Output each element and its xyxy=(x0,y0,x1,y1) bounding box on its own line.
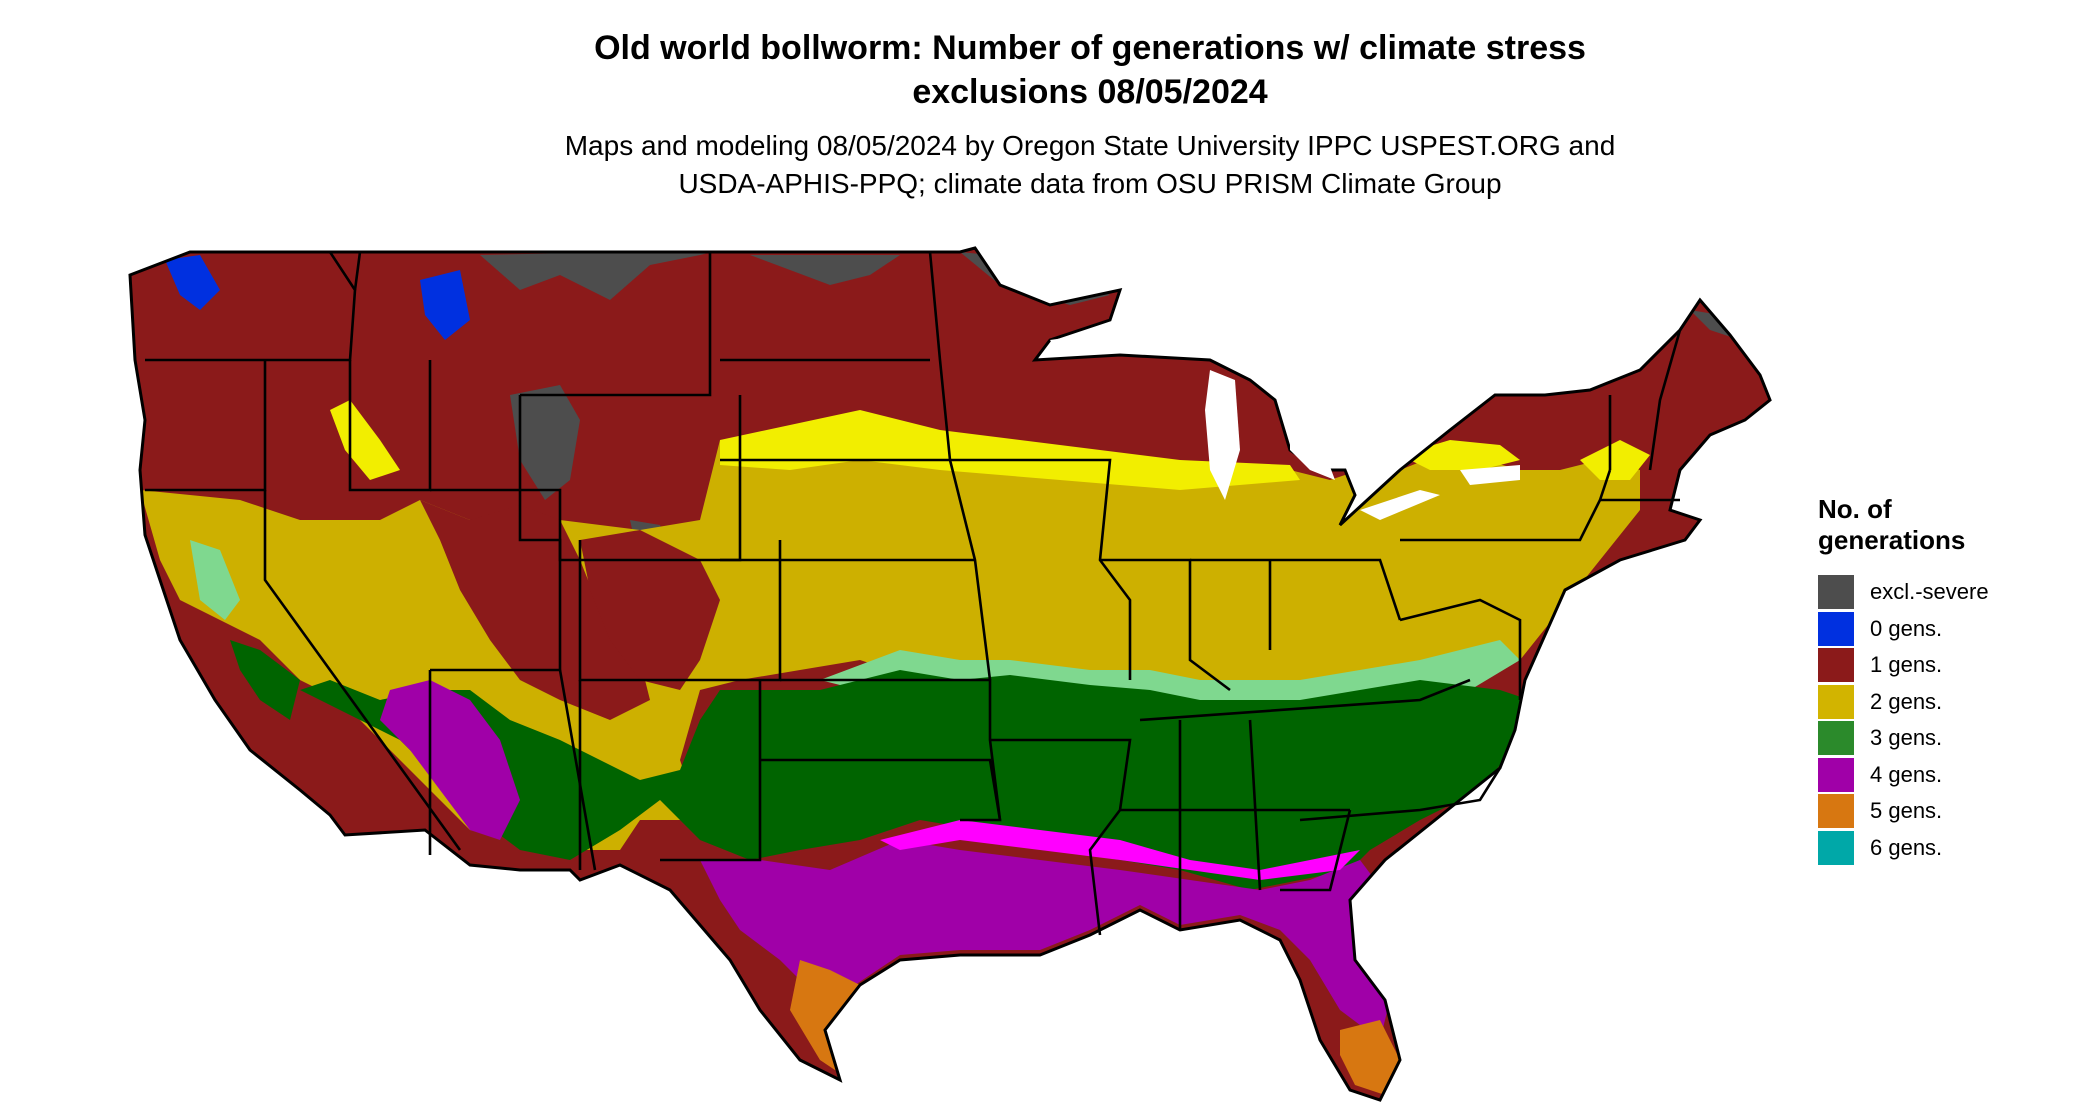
border-nc-sc xyxy=(1299,767,1502,822)
map-subtitle-line2: USDA-APHIS-PPQ; climate data from OSU PR… xyxy=(678,168,1502,199)
legend-item: excl.-severe xyxy=(1818,574,1989,611)
border-wa-or xyxy=(145,251,357,362)
border-ms-al-ga xyxy=(1178,719,1352,930)
border-new-england xyxy=(1600,329,1682,502)
zone-2-gens-bright-ne xyxy=(1580,440,1650,480)
legend-label: 2 gens. xyxy=(1870,688,1943,714)
legend-label: 5 gens. xyxy=(1870,798,1943,824)
border-co xyxy=(578,540,782,682)
legend-label: 1 gens. xyxy=(1870,652,1943,678)
zone-4-gens-bright xyxy=(880,820,1360,880)
zone-6-gens-keys xyxy=(1330,1098,1380,1100)
legend-label: 3 gens. xyxy=(1870,725,1943,751)
legend-title-line1: No. of xyxy=(1818,494,1892,524)
legend: No. of generations excl.-severe 0 gens. 1 … xyxy=(1818,494,1989,866)
zone-3-gens-light-ca xyxy=(190,540,240,620)
legend-item: 3 gens. xyxy=(1818,720,1989,757)
border-mt-wy xyxy=(520,252,712,397)
legend-swatch xyxy=(1818,721,1854,756)
lake-superior xyxy=(1050,330,1150,355)
border-dakotas-ne xyxy=(720,358,975,562)
zone-2-gens-bright-plains xyxy=(720,410,1300,490)
zone-1-gens-rockies xyxy=(580,530,720,690)
legend-title-line2: generations xyxy=(1818,525,1966,555)
lake-ontario xyxy=(1460,465,1520,485)
zone-0-gens-id xyxy=(420,270,470,340)
legend-swatch xyxy=(1818,611,1854,646)
legend-item: 6 gens. xyxy=(1818,830,1989,867)
legend-item: 4 gens. xyxy=(1818,757,1989,794)
legend-title: No. of generations xyxy=(1818,494,1989,556)
legend-swatch xyxy=(1818,830,1854,865)
zone-3-gens xyxy=(300,670,1530,890)
zone-4-gens-sw-desert xyxy=(380,680,520,840)
border-ut xyxy=(430,488,562,672)
border-id xyxy=(348,251,432,492)
legend-label: excl.-severe xyxy=(1870,579,1989,605)
us-coastline xyxy=(128,246,1772,1102)
generations-map xyxy=(128,246,1772,1102)
map-subtitle: Maps and modeling 08/05/2024 by Oregon S… xyxy=(0,127,2100,203)
zone-4-gens xyxy=(700,840,1390,1040)
border-ok-tx xyxy=(760,758,1002,821)
legend-label: 0 gens. xyxy=(1870,615,1943,641)
state-borders xyxy=(145,251,1682,936)
border-ky-tn xyxy=(1120,678,1471,812)
border-az xyxy=(428,669,597,871)
legend-swatch xyxy=(1818,575,1854,610)
legend-label: 4 gens. xyxy=(1870,761,1943,787)
legend-item: 1 gens. xyxy=(1818,647,1989,684)
border-il xyxy=(1100,558,1231,692)
zone-2-gens-bright-id xyxy=(330,400,400,480)
zone-5-gens-fl xyxy=(1340,1020,1400,1095)
legend-swatch xyxy=(1818,684,1854,719)
legend-item: 0 gens. xyxy=(1818,611,1989,648)
border-pa-ny xyxy=(1400,469,1612,542)
zone-3-gens-ca-valley xyxy=(230,640,300,720)
lake-erie xyxy=(1360,490,1440,520)
map-subtitle-line1: Maps and modeling 08/05/2024 by Oregon S… xyxy=(564,130,1616,161)
legend-swatch xyxy=(1818,794,1854,829)
map-title: Old world bollworm: Number of generation… xyxy=(0,26,2100,114)
zone-0-gens-wa xyxy=(165,255,220,310)
legend-swatch xyxy=(1818,648,1854,683)
lake-huron xyxy=(1290,420,1335,480)
map-title-line2: exclusions 08/05/2024 xyxy=(912,73,1268,111)
map-title-line1: Old world bollworm: Number of generation… xyxy=(594,29,1586,67)
legend-label: 6 gens. xyxy=(1870,834,1943,860)
zone-excl-severe-wy xyxy=(510,385,580,500)
border-wy xyxy=(518,395,742,562)
lake-michigan xyxy=(1205,370,1240,500)
border-wv-va xyxy=(1399,598,1522,700)
zone-excl-severe-nd xyxy=(750,255,900,285)
zone-1-gens-great-basin xyxy=(420,500,650,720)
legend-items: excl.-severe 0 gens. 1 gens. 2 gens. 3 gens.… xyxy=(1818,574,1989,866)
border-ca-nv xyxy=(263,490,462,851)
legend-item: 2 gens. xyxy=(1818,684,1989,721)
zone-excl-severe-mt xyxy=(480,250,720,300)
border-nm xyxy=(578,680,762,870)
legend-swatch xyxy=(1818,757,1854,792)
border-in-oh xyxy=(1190,558,1402,650)
legend-item: 5 gens. xyxy=(1818,793,1989,830)
great-lakes xyxy=(1050,330,1520,520)
